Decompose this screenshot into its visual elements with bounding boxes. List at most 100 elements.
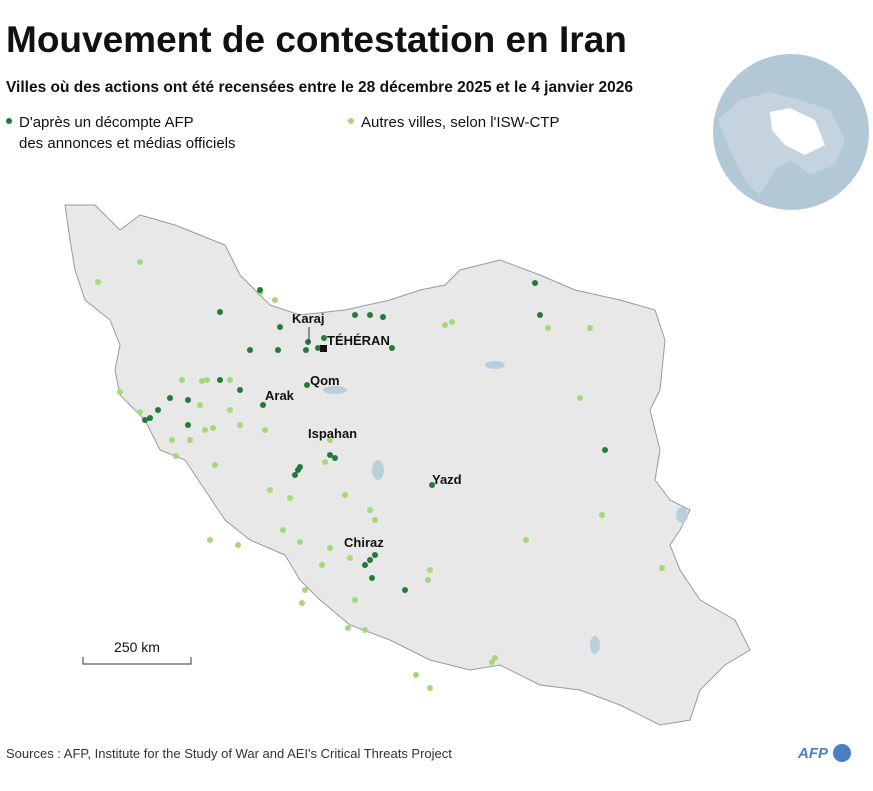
- city-dot-other: [302, 587, 308, 593]
- city-dot-other: [372, 517, 378, 523]
- city-dot-other: [187, 437, 193, 443]
- city-dot-afp: [362, 562, 368, 568]
- legend-dot: [6, 118, 12, 124]
- city-label: Arak: [265, 388, 295, 403]
- city-dot-other: [227, 407, 233, 413]
- city-dot-afp: [275, 347, 281, 353]
- city-dot-other: [345, 625, 351, 631]
- legend-label: Autres villes, selon l'ISW-CTP: [361, 114, 559, 131]
- city-dot-afp: [303, 347, 309, 353]
- city-dot-other: [523, 537, 529, 543]
- scale-label: 250 km: [114, 639, 160, 655]
- capital-marker: [320, 345, 327, 352]
- lakes: [323, 361, 688, 654]
- scale-bar: [82, 657, 192, 665]
- city-dot-other: [327, 545, 333, 551]
- city-dot-other: [227, 377, 233, 383]
- subtitle: Villes où des actions ont été recensées …: [6, 79, 633, 96]
- city-dot-other: [199, 378, 205, 384]
- city-dot-other: [197, 402, 203, 408]
- city-dot-other: [442, 322, 448, 328]
- city-dot-afp: [537, 312, 543, 318]
- city-label: Karaj: [292, 311, 325, 326]
- city-dot-afp: [369, 575, 375, 581]
- city-dot-other: [207, 537, 213, 543]
- city-dot-other: [342, 492, 348, 498]
- city-dot-other: [280, 527, 286, 533]
- city-dot-afp: [292, 472, 298, 478]
- city-dot-other: [449, 319, 455, 325]
- city-dot-other: [210, 425, 216, 431]
- city-dot-afp: [257, 287, 263, 293]
- city-dot-other: [587, 325, 593, 331]
- city-dot-afp: [217, 377, 223, 383]
- city-dot-afp: [367, 312, 373, 318]
- city-dot-other: [173, 453, 179, 459]
- legend-label: des annonces et médias officiels: [19, 135, 236, 152]
- city-dot-afp: [332, 455, 338, 461]
- city-dot-other: [427, 685, 433, 691]
- city-dot-other: [347, 555, 353, 561]
- city-label: Yazd: [432, 472, 462, 487]
- city-dot-afp: [217, 309, 223, 315]
- city-label: Chiraz: [344, 535, 384, 550]
- city-dot-other: [659, 565, 665, 571]
- city-dot-afp: [147, 415, 153, 421]
- city-label: Ispahan: [308, 426, 357, 441]
- city-dot-afp: [315, 345, 321, 351]
- city-dot-afp: [327, 452, 333, 458]
- sources: Sources : AFP, Institute for the Study o…: [6, 746, 452, 761]
- city-dot-other: [297, 539, 303, 545]
- city-dot-other: [287, 495, 293, 501]
- city-dot-other: [212, 462, 218, 468]
- city-dot-other: [179, 377, 185, 383]
- city-dot-other: [204, 377, 210, 383]
- city-dot-afp: [380, 314, 386, 320]
- city-dot-other: [367, 507, 373, 513]
- city-dot-other: [425, 577, 431, 583]
- logo-circle: [833, 744, 851, 762]
- city-dot-afp: [247, 347, 253, 353]
- city-dot-afp: [367, 557, 373, 563]
- city-dot-other: [319, 562, 325, 568]
- city-dot-other: [235, 542, 241, 548]
- city-dot-other: [427, 567, 433, 573]
- city-dot-afp: [372, 552, 378, 558]
- city-dot-afp: [352, 312, 358, 318]
- city-dot-other: [169, 437, 175, 443]
- city-dot-afp: [321, 335, 327, 341]
- globe: [713, 54, 869, 210]
- city-dot-other: [327, 437, 333, 443]
- city-dot-afp: [532, 280, 538, 286]
- city-dot-afp: [402, 587, 408, 593]
- city-dot-afp: [237, 387, 243, 393]
- city-label: TÉHÉRAN: [327, 333, 390, 348]
- city-dot-afp: [297, 464, 303, 470]
- city-dot-other: [237, 422, 243, 428]
- city-dot-other: [95, 279, 101, 285]
- city-dot-afp: [304, 382, 310, 388]
- city-dot-other: [413, 672, 419, 678]
- city-dot-other: [137, 409, 143, 415]
- city-dot-other: [272, 297, 278, 303]
- city-dot-afp: [155, 407, 161, 413]
- city-dot-other: [545, 325, 551, 331]
- city-dot-other: [489, 659, 495, 665]
- city-dot-afp: [142, 417, 148, 423]
- city-dot-other: [202, 427, 208, 433]
- logo: AFP: [797, 745, 829, 762]
- city-dot-other: [599, 512, 605, 518]
- city-dot-afp: [429, 482, 435, 488]
- city-dot-afp: [305, 339, 311, 345]
- iran-outline: [64, 204, 751, 726]
- city-dot-other: [322, 459, 328, 465]
- city-dot-other: [299, 600, 305, 606]
- legend-label: D'après un décompte AFP: [19, 114, 194, 131]
- city-dot-afp: [167, 395, 173, 401]
- city-dot-other: [137, 259, 143, 265]
- city-dot-other: [262, 427, 268, 433]
- city-dot-afp: [185, 422, 191, 428]
- city-dot-other: [362, 627, 368, 633]
- city-dot-other: [267, 487, 273, 493]
